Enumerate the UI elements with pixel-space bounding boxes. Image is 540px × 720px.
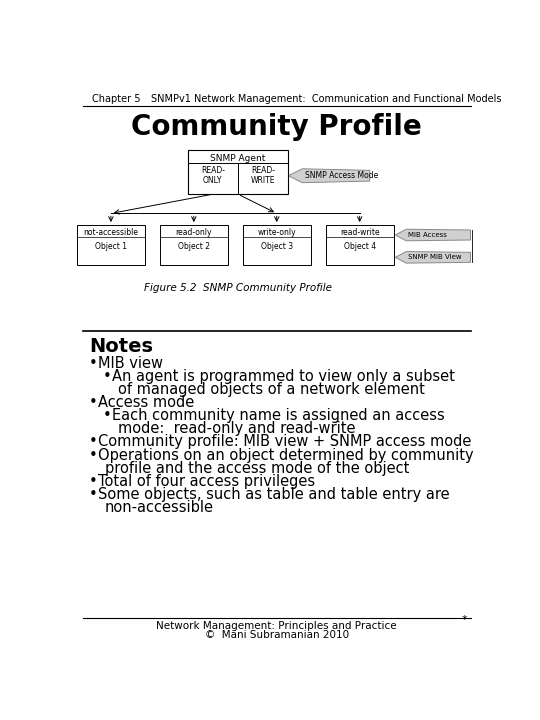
Text: Community profile: MIB view + SNMP access mode: Community profile: MIB view + SNMP acces… (98, 434, 472, 449)
Text: write-only: write-only (258, 228, 296, 237)
Text: Some objects, such as table and table entry are: Some objects, such as table and table en… (98, 487, 450, 502)
Text: MIB Access: MIB Access (408, 232, 447, 238)
Text: Chapter 5: Chapter 5 (92, 94, 141, 104)
Text: Each community name is assigned an access: Each community name is assigned an acces… (112, 408, 444, 423)
Text: An agent is programmed to view only a subset: An agent is programmed to view only a su… (112, 369, 455, 384)
Text: •: • (89, 356, 98, 371)
Bar (326, 225, 394, 265)
Text: Notes: Notes (89, 338, 153, 356)
Text: •: • (89, 487, 98, 502)
Text: Object 3: Object 3 (261, 242, 293, 251)
Polygon shape (395, 251, 470, 263)
Text: •: • (103, 369, 111, 384)
Text: *: * (462, 615, 468, 625)
Text: read-only: read-only (176, 228, 212, 237)
Text: of managed objects of a network element: of managed objects of a network element (118, 382, 425, 397)
Text: Operations on an object determined by community: Operations on an object determined by co… (98, 448, 474, 462)
Text: Figure 5.2  SNMP Community Profile: Figure 5.2 SNMP Community Profile (144, 283, 332, 293)
Polygon shape (288, 168, 370, 183)
Text: •: • (103, 408, 111, 423)
Text: mode:  read-only and read-write: mode: read-only and read-write (118, 421, 355, 436)
Bar (242, 225, 311, 265)
Text: READ-
WRITE: READ- WRITE (251, 166, 275, 185)
Text: Total of four access privileges: Total of four access privileges (98, 474, 315, 489)
Text: Object 4: Object 4 (343, 242, 376, 251)
Text: read-write: read-write (340, 228, 380, 237)
Text: Community Profile: Community Profile (131, 112, 422, 140)
Text: •: • (89, 474, 98, 489)
Polygon shape (395, 229, 470, 240)
Text: •: • (89, 448, 98, 462)
Text: SNMP Access Mode: SNMP Access Mode (306, 171, 379, 180)
Text: MIB view: MIB view (98, 356, 164, 371)
Text: READ-
ONLY: READ- ONLY (201, 166, 225, 185)
Text: profile and the access mode of the object: profile and the access mode of the objec… (105, 461, 409, 476)
Text: •: • (89, 434, 98, 449)
Text: ©  Mani Subramanian 2010: © Mani Subramanian 2010 (205, 630, 349, 640)
Text: Object 1: Object 1 (95, 242, 127, 251)
Text: Access mode: Access mode (98, 395, 195, 410)
Text: Object 2: Object 2 (178, 242, 210, 251)
Text: non-accessible: non-accessible (105, 500, 214, 515)
Text: Network Management: Principles and Practice: Network Management: Principles and Pract… (157, 621, 397, 631)
Text: SNMP MIB View: SNMP MIB View (408, 254, 462, 261)
Bar (187, 150, 288, 194)
Text: SNMP Agent: SNMP Agent (210, 154, 266, 163)
Text: not-accessible: not-accessible (83, 228, 138, 237)
Bar (77, 225, 145, 265)
Bar (160, 225, 228, 265)
Text: SNMPv1 Network Management:  Communication and Functional Models: SNMPv1 Network Management: Communication… (151, 94, 502, 104)
Text: •: • (89, 395, 98, 410)
